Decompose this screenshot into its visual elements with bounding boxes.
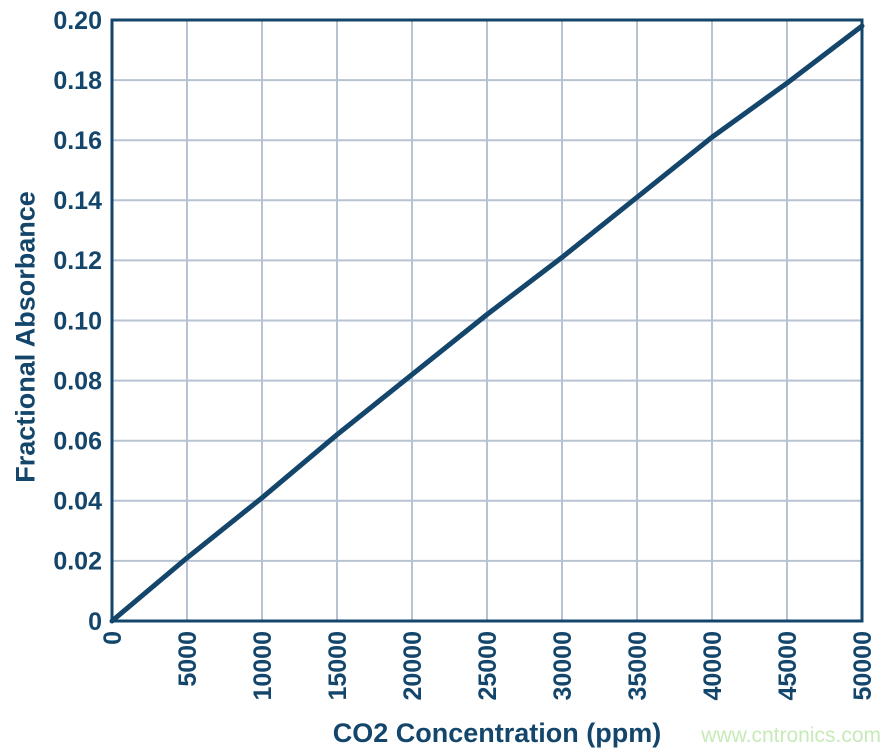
y-tick-label: 0.18 — [53, 67, 102, 95]
x-tick-label: 30000 — [549, 631, 577, 701]
y-tick-label: 0.10 — [53, 307, 102, 335]
y-tick-label: 0.08 — [53, 367, 102, 395]
y-tick-label: 0.06 — [53, 427, 102, 455]
x-tick-label: 50000 — [849, 631, 877, 701]
x-tick-label: 10000 — [249, 631, 277, 701]
x-tick-label: 45000 — [774, 631, 802, 701]
watermark-text: www.cntronics.com — [701, 724, 881, 747]
x-tick-label: 35000 — [624, 631, 652, 701]
y-tick-label: 0.12 — [53, 247, 102, 275]
x-tick-label: 0 — [99, 631, 127, 645]
y-tick-label: 0.02 — [53, 548, 102, 576]
x-tick-label: 20000 — [399, 631, 427, 701]
y-tick-label: 0.20 — [53, 7, 102, 35]
x-tick-label: 5000 — [174, 631, 202, 687]
y-axis-title: Fractional Absorbance — [10, 191, 41, 483]
y-tick-label: 0.14 — [53, 187, 102, 215]
plot-border — [110, 18, 864, 623]
x-tick-label: 25000 — [474, 631, 502, 701]
absorbance-line — [109, 23, 865, 624]
x-tick-label: 40000 — [699, 631, 727, 701]
y-tick-label: 0 — [88, 608, 102, 636]
x-axis-title: CO2 Concentration (ppm) — [332, 718, 662, 748]
y-tick-label: 0.04 — [53, 488, 102, 516]
x-tick-label: 15000 — [324, 631, 352, 701]
y-tick-label: 0.16 — [53, 127, 102, 155]
